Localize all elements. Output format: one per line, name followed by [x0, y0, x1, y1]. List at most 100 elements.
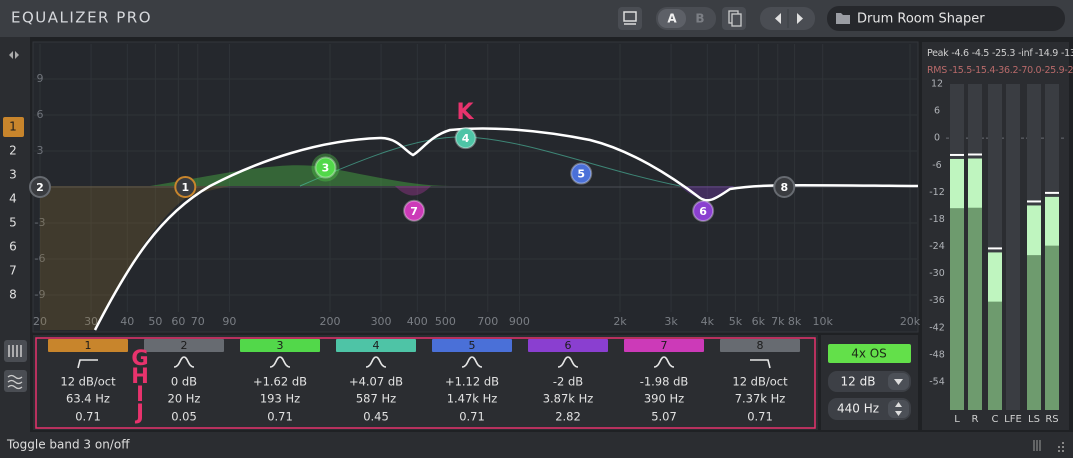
band-param[interactable]: 12 dB/oct [60, 375, 116, 389]
spinner-arrows-icon [895, 402, 902, 416]
band-param[interactable]: -2 dB [553, 375, 583, 389]
band-node[interactable] [314, 156, 337, 179]
next-preset[interactable] [797, 13, 803, 24]
node-label: 4 [462, 132, 470, 145]
band-param[interactable]: -1.98 dB [640, 375, 689, 389]
y-label: -9 [35, 288, 46, 301]
a-button[interactable] [658, 9, 686, 28]
band-tab[interactable] [624, 339, 704, 352]
band-freq[interactable]: 63.4 Hz [66, 392, 110, 406]
annotation-k: K [456, 100, 474, 125]
band-q[interactable]: 0.45 [363, 410, 389, 424]
filter-shape-icon[interactable] [557, 356, 579, 368]
rms-value: -23.8 [1064, 65, 1073, 76]
oversampling-button[interactable] [828, 344, 911, 363]
meter-scale-label: -30 [929, 268, 945, 279]
band-freq[interactable]: 390 Hz [644, 392, 684, 406]
x-label: 20k [900, 315, 921, 328]
filter-shape-icon[interactable] [365, 356, 387, 368]
band-select[interactable]: 1 [9, 120, 17, 134]
peak-value: -25.3 [992, 48, 1015, 59]
channel-label: LS [1028, 414, 1040, 425]
meter-scale-label: -42 [929, 322, 945, 333]
band-node[interactable] [773, 176, 796, 198]
band-select[interactable]: 6 [9, 240, 17, 254]
filter-shape-icon[interactable] [269, 356, 291, 368]
dropdown-arrow-icon [894, 379, 903, 385]
band-param[interactable]: +1.62 dB [253, 375, 307, 389]
node-label: 6 [699, 205, 707, 218]
band-tab[interactable] [528, 339, 608, 352]
rms-bar [988, 301, 1002, 410]
band-node[interactable] [174, 176, 197, 198]
band-q[interactable]: 0.05 [171, 410, 197, 424]
band-freq[interactable]: 3.87k Hz [543, 392, 594, 406]
view-button[interactable] [618, 7, 642, 30]
band-tab[interactable] [48, 339, 128, 352]
meter-scale-label: -24 [929, 241, 945, 252]
band-param[interactable]: 0 dB [171, 375, 197, 389]
band-select[interactable]: 5 [9, 216, 17, 230]
x-label: 30 [84, 315, 98, 328]
band-freq[interactable]: 7.37k Hz [735, 392, 786, 406]
band-q[interactable]: 0.71 [459, 410, 485, 424]
band-tab[interactable] [720, 339, 800, 352]
band-param[interactable]: +1.12 dB [445, 375, 499, 389]
meter-icon[interactable] [1033, 440, 1041, 451]
filter-shape-icon[interactable] [750, 359, 771, 369]
band-q[interactable]: 0.71 [267, 410, 293, 424]
band-tab[interactable] [432, 339, 512, 352]
band-select[interactable]: 8 [9, 288, 17, 302]
copy-icon [731, 13, 742, 27]
band-select[interactable]: 3 [9, 168, 17, 182]
x-label: 200 [320, 315, 341, 328]
band-tab[interactable] [144, 339, 224, 352]
band-node[interactable] [570, 162, 593, 185]
left-column [0, 37, 30, 432]
x-label: 50 [148, 315, 162, 328]
meter-scale-label: -48 [929, 349, 945, 360]
filter-shape-icon[interactable] [653, 356, 675, 368]
filter-shape-icon[interactable] [461, 356, 483, 368]
band-select[interactable]: 2 [9, 144, 17, 158]
meter-track [1006, 84, 1020, 410]
channel-label: L [954, 414, 960, 425]
b-label[interactable]: B [695, 12, 704, 26]
peak-value: -4.6 [951, 48, 969, 59]
band-q[interactable]: 2.82 [555, 410, 581, 424]
app-title: EQUALIZER PRO [11, 9, 152, 27]
band-tab[interactable] [240, 339, 320, 352]
band-q[interactable]: 0.71 [747, 410, 773, 424]
oversampling-label: 4x OS [851, 347, 887, 361]
band-q[interactable]: 5.07 [651, 410, 677, 424]
spinner-arrows [888, 400, 909, 418]
expand-icon[interactable] [9, 51, 19, 59]
band-freq[interactable]: 1.47k Hz [447, 392, 498, 406]
band-tab-label: 2 [181, 339, 188, 352]
piano-button[interactable] [4, 340, 27, 362]
peak-value: -14.9 [1035, 48, 1058, 59]
band-node[interactable] [454, 127, 477, 150]
band-node[interactable] [403, 199, 426, 222]
band-tab[interactable] [336, 339, 416, 352]
peak-readout: Peak-4.6-4.5-25.3-inf-14.9-13.0 [927, 48, 1073, 59]
band-freq[interactable]: 193 Hz [260, 392, 300, 406]
waves-button[interactable] [4, 370, 27, 392]
preset-box[interactable] [827, 6, 1065, 31]
band-node[interactable] [692, 200, 715, 222]
prev-preset[interactable] [775, 13, 781, 24]
band-freq[interactable]: 587 Hz [356, 392, 396, 406]
band-param[interactable]: 12 dB/oct [732, 375, 788, 389]
filter-shape-icon[interactable] [77, 359, 98, 369]
band-freq[interactable]: 20 Hz [168, 392, 201, 406]
band-node[interactable] [29, 176, 51, 198]
band-q[interactable]: 0.71 [75, 410, 101, 424]
filter-shape-icon[interactable] [173, 356, 195, 368]
resize-grip[interactable] [1058, 442, 1064, 452]
band-select[interactable]: 4 [9, 192, 17, 206]
x-label: 10k [813, 315, 834, 328]
band-select[interactable]: 7 [9, 264, 17, 278]
rms-bar [1027, 255, 1041, 410]
band-param[interactable]: +4.07 dB [349, 375, 403, 389]
